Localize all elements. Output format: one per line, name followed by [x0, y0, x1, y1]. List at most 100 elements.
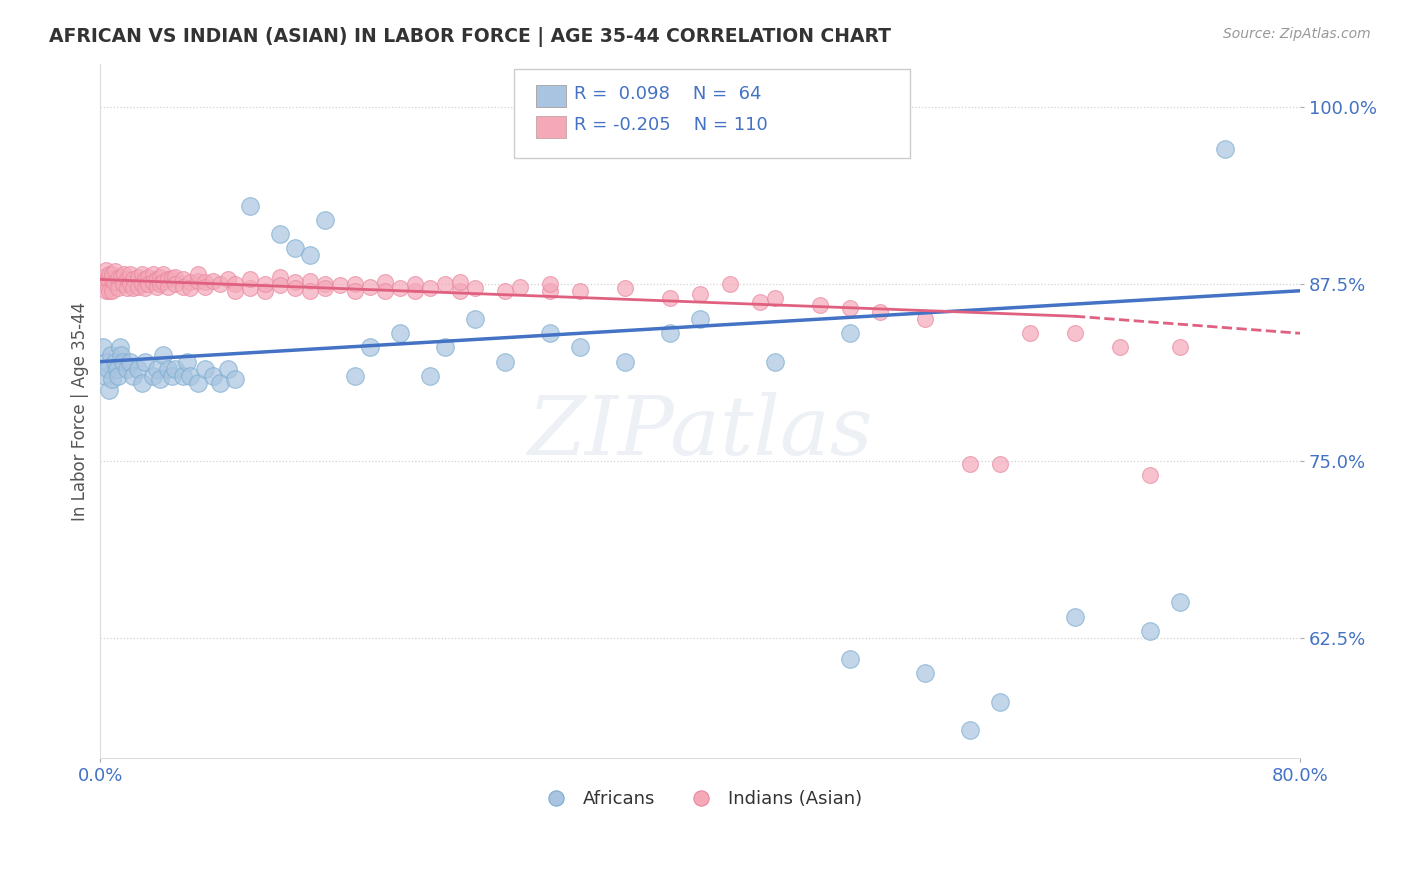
Point [110, 269, 132, 284]
Point [614, 281, 637, 295]
Point [419, 281, 441, 295]
Point [194, 361, 217, 376]
Point [201, 274, 224, 288]
Point [152, 275, 174, 289]
Point [176, 354, 198, 368]
Point [131, 267, 153, 281]
Point [98, 383, 121, 397]
Point [134, 281, 156, 295]
Point [179, 275, 201, 289]
Point [314, 277, 336, 291]
Point [100, 272, 122, 286]
Point [1139, 624, 1161, 638]
Point [165, 269, 187, 284]
Point [156, 272, 179, 286]
Point [117, 272, 139, 286]
Point [314, 213, 336, 227]
Point [209, 277, 232, 291]
Point [93, 341, 115, 355]
Point [269, 269, 291, 284]
Point [117, 361, 139, 376]
Point [284, 275, 307, 289]
Point [314, 281, 336, 295]
Point [224, 371, 246, 385]
Point [374, 284, 396, 298]
Point [464, 312, 486, 326]
Point [209, 376, 232, 390]
Point [117, 281, 139, 295]
Point [149, 371, 172, 385]
Point [1213, 142, 1236, 156]
Y-axis label: In Labor Force | Age 35-44: In Labor Force | Age 35-44 [72, 301, 89, 521]
Point [224, 277, 246, 291]
Point [689, 286, 711, 301]
Point [464, 281, 486, 295]
Point [254, 277, 277, 291]
Point [127, 361, 149, 376]
Point [1168, 595, 1191, 609]
Point [374, 275, 396, 289]
Point [101, 284, 124, 298]
Point [120, 354, 142, 368]
Point [763, 354, 786, 368]
Point [299, 248, 322, 262]
Point [959, 457, 981, 471]
Point [434, 341, 457, 355]
Point [1064, 326, 1087, 341]
Point [98, 267, 121, 281]
Point [299, 284, 322, 298]
Point [284, 241, 307, 255]
Point [194, 275, 217, 289]
Point [146, 361, 169, 376]
Point [239, 199, 262, 213]
Point [239, 281, 262, 295]
Point [149, 277, 172, 291]
Point [299, 274, 322, 288]
Point [162, 271, 184, 285]
Point [120, 277, 142, 291]
Point [329, 278, 352, 293]
Point [179, 368, 201, 383]
Point [187, 267, 209, 281]
Point [988, 695, 1011, 709]
Point [131, 277, 153, 291]
Point [146, 272, 169, 286]
Point [142, 368, 165, 383]
Point [284, 281, 307, 295]
Point [131, 376, 153, 390]
Point [187, 376, 209, 390]
Point [359, 341, 381, 355]
Point [538, 277, 561, 291]
Point [569, 341, 592, 355]
Point [344, 368, 367, 383]
FancyBboxPatch shape [536, 116, 565, 138]
Point [122, 281, 145, 295]
Point [201, 368, 224, 383]
Point [749, 295, 772, 310]
Point [614, 354, 637, 368]
Point [839, 652, 862, 666]
Point [96, 284, 118, 298]
Point [107, 281, 129, 295]
Point [988, 457, 1011, 471]
Point [138, 269, 160, 284]
Point [269, 278, 291, 293]
Point [152, 267, 174, 281]
Point [103, 275, 125, 289]
Point [104, 354, 127, 368]
Point [122, 368, 145, 383]
Point [96, 262, 118, 277]
Point [839, 326, 862, 341]
Point [959, 723, 981, 737]
Point [718, 277, 741, 291]
Point [763, 291, 786, 305]
Point [359, 279, 381, 293]
Point [94, 368, 117, 383]
Point [127, 269, 149, 284]
Point [93, 269, 115, 284]
Point [101, 371, 124, 385]
Point [389, 281, 412, 295]
Point [434, 277, 457, 291]
Point [94, 277, 117, 291]
Point [344, 284, 367, 298]
